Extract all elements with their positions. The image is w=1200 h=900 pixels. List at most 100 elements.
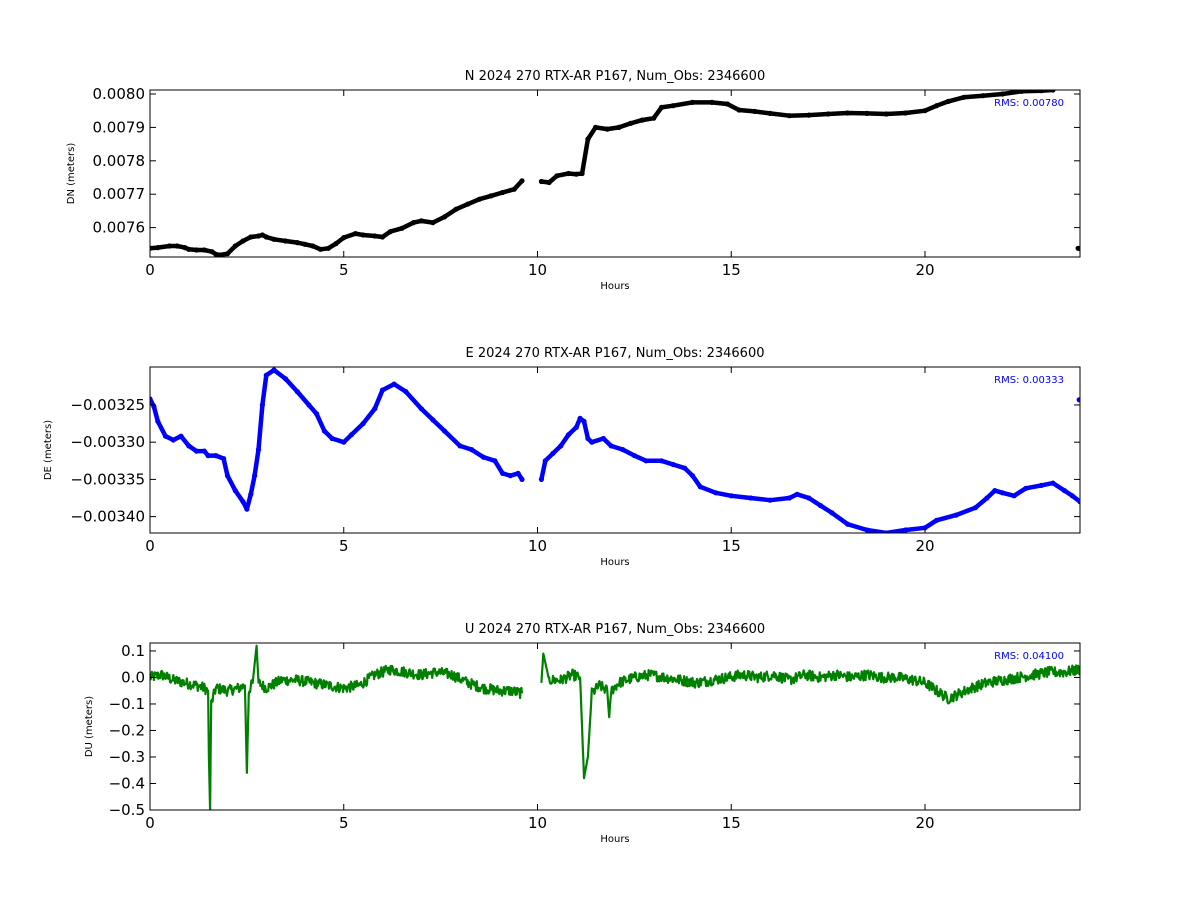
data-point [325,245,331,251]
y-axis-label: DU (meters) [84,696,95,757]
data-point [430,417,436,423]
y-tick-label: −0.2 [109,721,145,739]
data-point [341,439,347,445]
data-point [565,170,572,177]
data-point [403,389,409,395]
data-point [294,389,300,395]
data-point [372,233,378,239]
data-point [1069,493,1075,499]
data-point [538,178,545,185]
data-point [348,432,355,438]
data-point [430,220,436,226]
data-point [767,110,773,116]
x-tick-label: 0 [145,537,155,555]
data-point [507,473,513,479]
data-point [201,448,207,454]
data-point [372,406,378,412]
data-point [240,499,246,505]
data-point [604,126,610,132]
data-point [360,421,366,427]
y-tick-label: 0.0080 [93,85,146,103]
data-point [271,367,277,373]
data-point [1050,90,1056,93]
data-point [441,214,448,220]
data-point [864,527,870,533]
data-point [500,189,506,196]
data-point [453,206,459,212]
data-point [418,406,424,412]
data-point [620,447,626,453]
data-point [252,473,258,479]
data-point [186,246,192,252]
data-point [786,113,793,119]
data-point [953,512,959,518]
x-axis-label: Hours [600,834,629,845]
data-point [558,443,564,449]
data-point [600,435,607,442]
data-point [542,458,548,464]
data-point [945,98,951,104]
y-tick-label: −0.5 [109,801,145,819]
data-point [724,101,731,107]
data-point [844,521,851,527]
data-point [593,124,599,130]
data-point [961,94,967,100]
data-point [883,530,889,533]
series-line-segment-1 [150,367,525,512]
y-tick-label: −0.00340 [70,508,145,526]
data-point [213,453,219,459]
data-point [984,495,990,501]
data-point [410,220,417,226]
data-point [244,506,250,512]
data-point [271,236,277,242]
data-point [314,411,320,417]
data-point [670,461,676,468]
data-point [205,453,211,459]
data-point [255,233,262,239]
series-line-segment-2 [540,652,1080,780]
data-point [658,104,665,110]
data-point [302,241,308,247]
data-point [682,465,688,471]
y-tick-label: −0.00325 [70,396,145,414]
data-point [519,178,525,184]
data-point [155,418,161,424]
data-point [577,415,583,421]
data-point [150,245,153,251]
data-point [999,490,1006,496]
data-point [999,91,1006,97]
rms-annotation: RMS: 0.04100 [994,651,1064,662]
data-point [469,447,475,453]
data-layer [150,367,1080,533]
data-point [639,117,645,123]
y-tick-label: 0.0 [121,668,145,686]
data-point [1038,482,1044,488]
data-point [283,238,289,244]
data-point [713,490,719,496]
x-tick-label: 5 [339,537,349,555]
data-point [213,251,219,257]
y-tick-label: 0.0078 [93,152,146,170]
x-tick-label: 0 [145,814,155,832]
data-point [248,491,254,497]
data-point [751,108,758,114]
data-point [786,495,793,501]
data-point [883,111,889,117]
data-point [817,502,824,509]
data-point [217,252,223,257]
data-point [1038,90,1044,94]
data-point [565,432,572,438]
data-point [224,251,231,257]
data-point [1077,499,1080,505]
series-line-segment-1 [150,644,524,810]
data-point [1076,397,1080,403]
data-point [992,488,998,494]
subplot-1: N 2024 270 RTX-AR P167, Num_Obs: 2346600… [66,69,1081,292]
data-point [709,99,715,105]
data-point [155,245,161,251]
data-point [794,491,800,497]
data-point [658,458,665,464]
axes-frame [149,89,1081,258]
